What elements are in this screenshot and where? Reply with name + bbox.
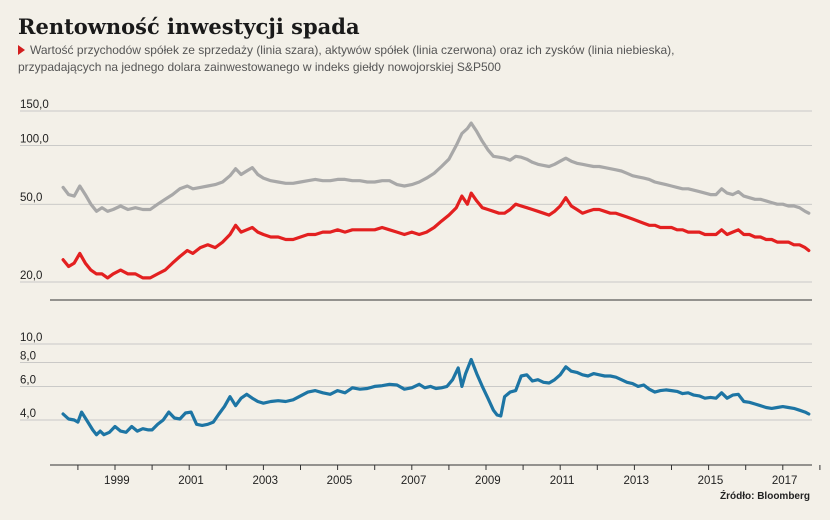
series-line [61,191,811,280]
x-tick-label: 2007 [401,475,427,487]
x-tick-label: 2005 [327,475,353,487]
series-line [61,357,811,437]
red-triangle-marker-icon [18,45,25,55]
x-tick-label: 2015 [698,475,724,487]
x-tick-label: 2003 [252,475,278,487]
y-tick-label: 150,0 [20,99,49,111]
x-tick-label: 2001 [178,475,204,487]
x-tick-label: 2009 [475,475,501,487]
chart-subtitle: Wartość przychodów spółek ze sprzedaży (… [18,42,808,76]
series-line [61,121,811,215]
subtitle-line-2: przypadających na jednego dolara zainwes… [18,60,501,74]
y-tick-label: 6,0 [20,374,36,386]
y-tick-label: 4,0 [20,408,36,420]
x-tick-label: 2017 [772,475,798,487]
y-tick-label: 8,0 [20,351,36,363]
y-tick-label: 10,0 [20,332,42,344]
subtitle-line-1: Wartość przychodów spółek ze sprzedaży (… [30,43,675,57]
x-tick-label: 1999 [104,475,130,487]
x-tick-label: 2013 [623,475,649,487]
y-tick-label: 20,0 [20,270,42,282]
chart-title: Rentowność inwestycji spada [18,14,360,39]
x-tick-label: 2011 [550,475,575,487]
y-tick-label: 50,0 [20,192,42,204]
source-note: Źródło: Bloomberg [720,491,810,502]
y-tick-label: 100,0 [20,133,49,145]
